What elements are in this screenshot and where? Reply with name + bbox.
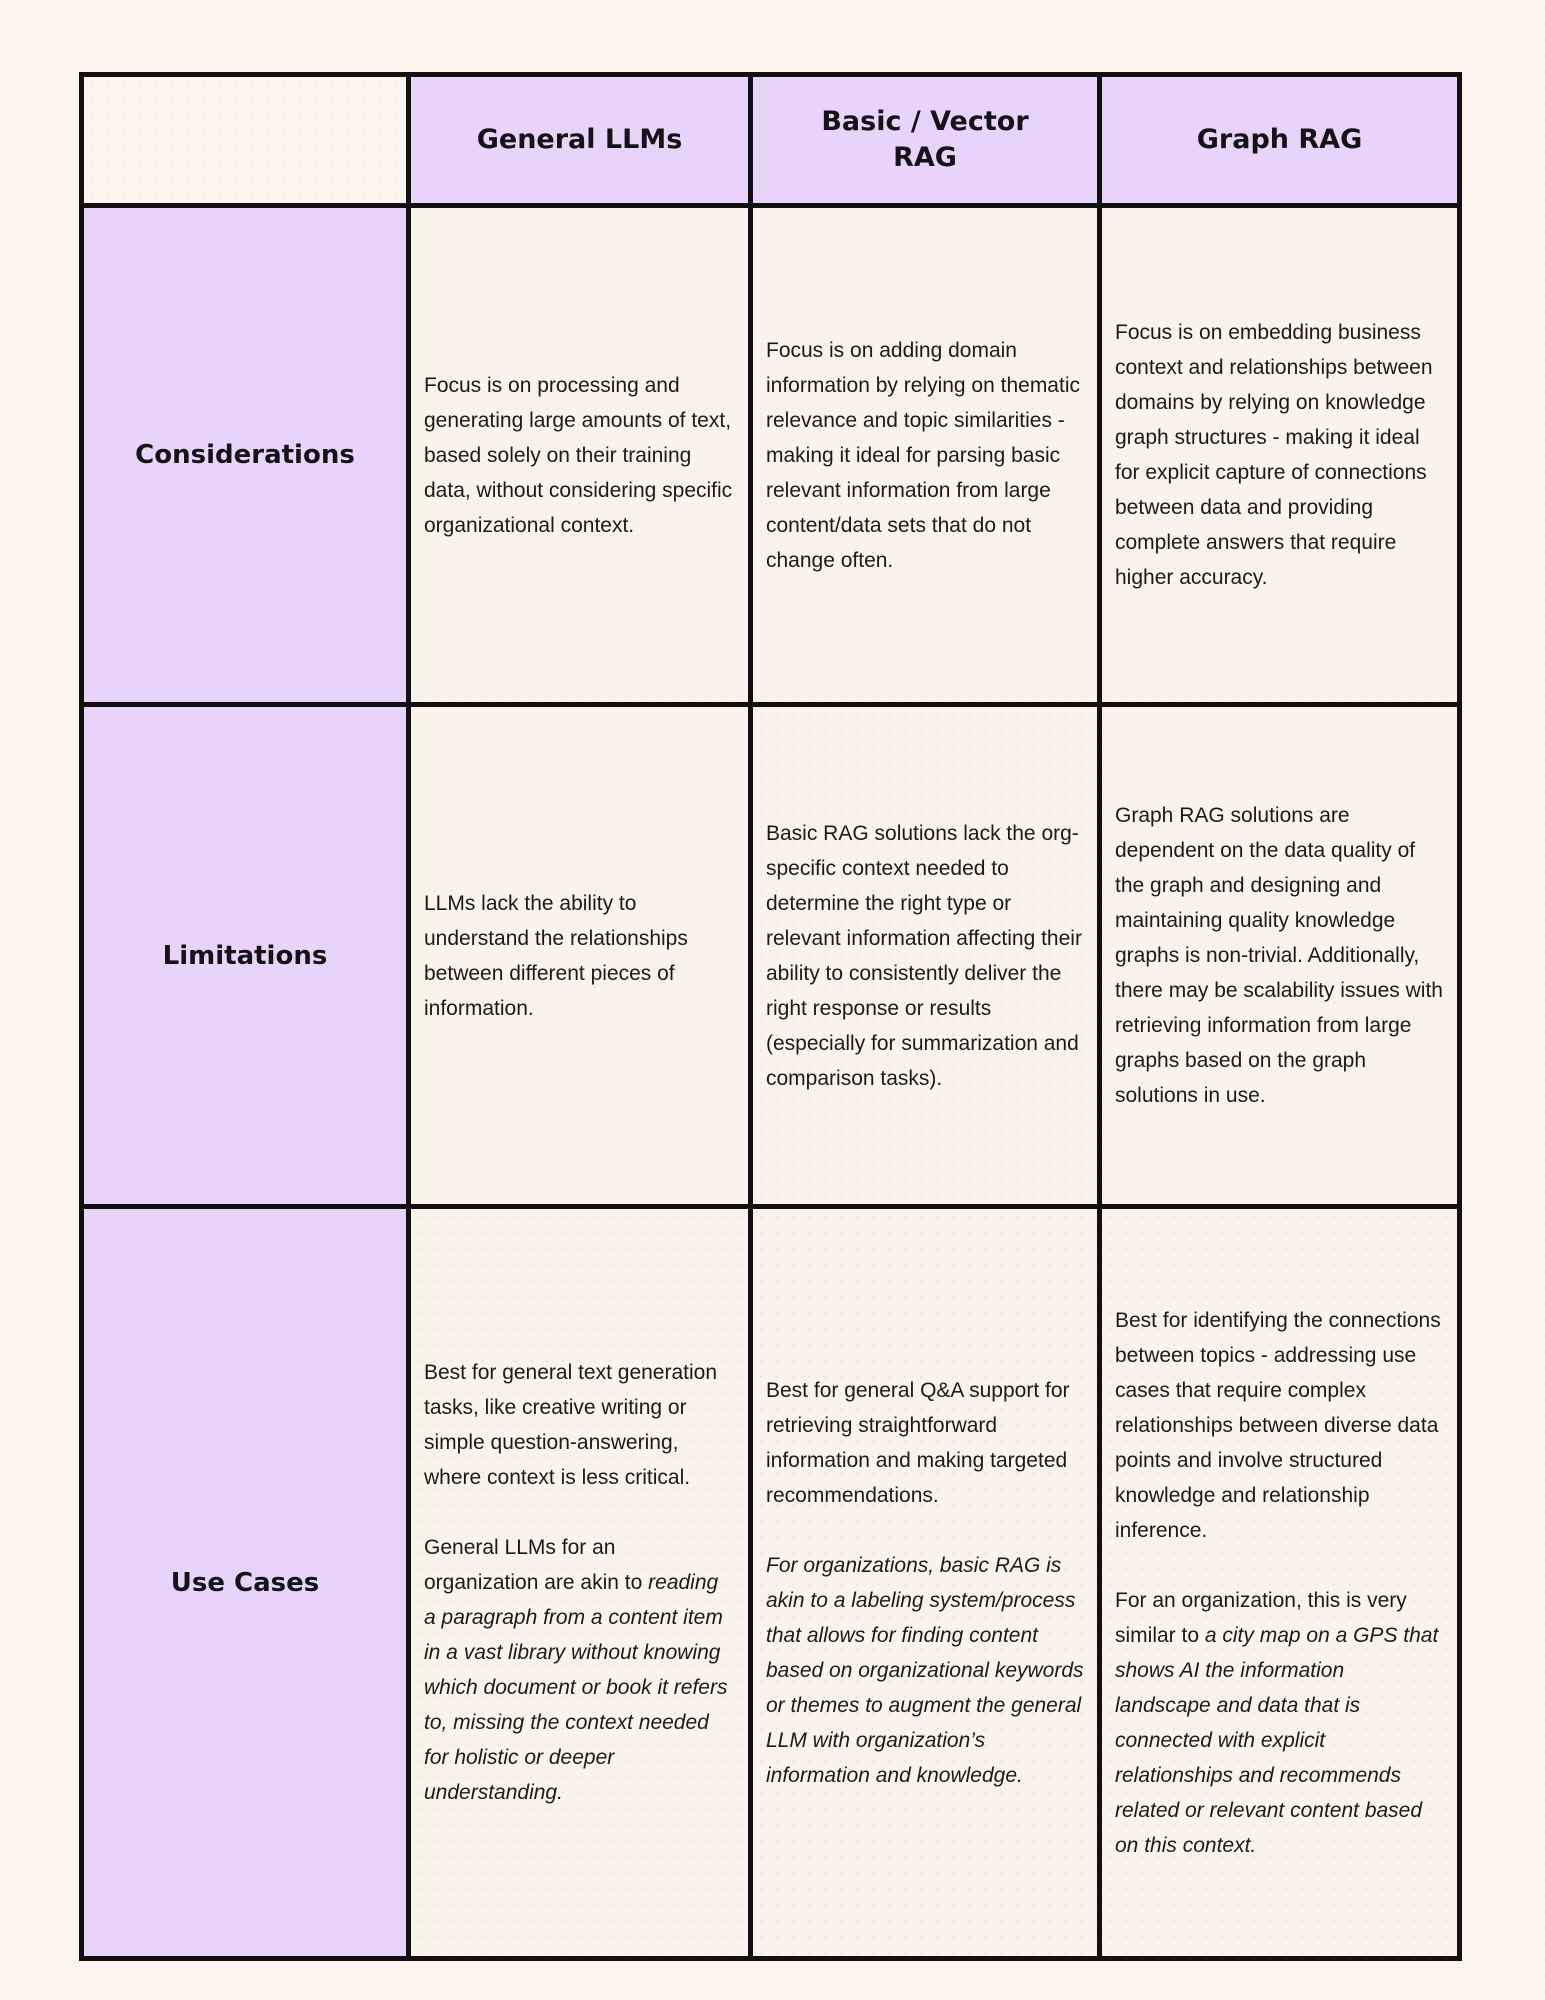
cell-use-cases-graph-rag: Best for identifying the connections bet… [1102, 1209, 1457, 1956]
cell-limitations-general-llms: LLMs lack the ability to understand the … [411, 707, 748, 1204]
cell-considerations-general-llms: Focus is on processing and generating la… [411, 208, 748, 702]
column-header-basic-vector-rag: Basic / Vector RAG [753, 77, 1097, 203]
cell-text: Best for general Q&A support for retriev… [766, 1378, 1084, 1787]
cell-text: Graph RAG solutions are dependent on the… [1115, 804, 1443, 1107]
cell-text: LLMs lack the ability to understand the … [424, 891, 688, 1020]
cell-considerations-graph-rag: Focus is on embedding business context a… [1102, 208, 1457, 702]
column-header-label: Graph RAG [1196, 124, 1363, 155]
cell-text: Best for identifying the connections bet… [1115, 1308, 1441, 1857]
column-header-label: General LLMs [476, 124, 683, 155]
column-header-general-llms: General LLMs [411, 77, 748, 203]
row-label-considerations: Considerations [84, 208, 406, 702]
row-label-text: Use Cases [170, 1567, 320, 1598]
column-header-label: Basic / Vector RAG [821, 106, 1029, 173]
cell-text: Best for general text generation tasks, … [424, 1361, 728, 1804]
cell-limitations-basic-vector-rag: Basic RAG solutions lack the org-specifi… [753, 707, 1097, 1204]
cell-considerations-basic-vector-rag: Focus is on adding domain information by… [753, 208, 1097, 702]
rag-comparison-table: General LLMs Basic / Vector RAG Graph RA… [79, 72, 1462, 1961]
row-label-limitations: Limitations [84, 707, 406, 1204]
cell-text: Focus is on embedding business context a… [1115, 321, 1433, 589]
cell-limitations-graph-rag: Graph RAG solutions are dependent on the… [1102, 707, 1457, 1204]
cell-use-cases-general-llms: Best for general text generation tasks, … [411, 1209, 748, 1956]
column-header-graph-rag: Graph RAG [1102, 77, 1457, 203]
cell-use-cases-basic-vector-rag: Best for general Q&A support for retriev… [753, 1209, 1097, 1956]
cell-text: Focus is on adding domain information by… [766, 338, 1080, 572]
row-label-text: Considerations [135, 440, 355, 470]
cell-text: Basic RAG solutions lack the org-specifi… [766, 821, 1082, 1090]
row-label-use-cases: Use Cases [84, 1209, 406, 1956]
cell-text: Focus is on processing and generating la… [424, 373, 733, 537]
corner-cell [84, 77, 406, 203]
row-label-text: Limitations [162, 940, 328, 971]
